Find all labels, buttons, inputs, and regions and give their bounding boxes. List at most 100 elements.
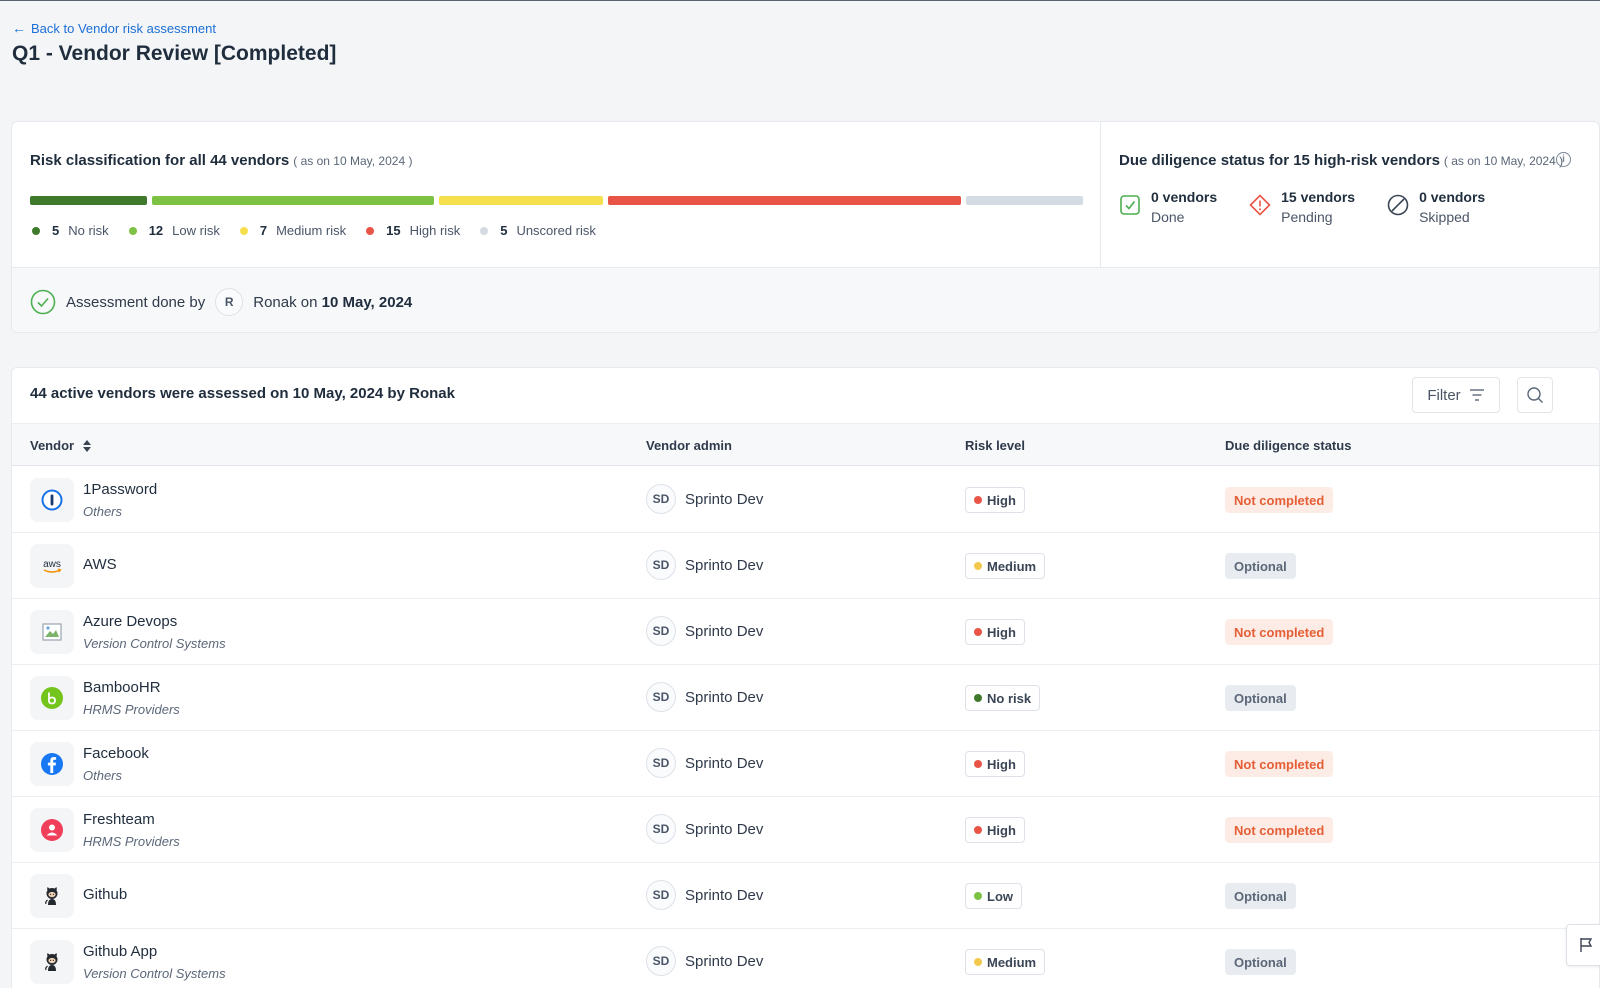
vendor-admin: SD Sprinto Dev	[646, 880, 763, 910]
risk-level-badge: High	[965, 487, 1025, 513]
vendor-name[interactable]: Github	[83, 886, 128, 903]
risk-level-label: High	[987, 822, 1016, 838]
dd-pending-label: Pending	[1281, 209, 1333, 225]
column-due-diligence: Due diligence status	[1225, 438, 1352, 453]
risk-dot-icon	[974, 892, 982, 900]
risk-dot-icon	[974, 562, 982, 570]
table-row[interactable]: BambooHR HRMS Providers SD Sprinto Dev No ri…	[12, 665, 1599, 731]
legend-count: 5	[500, 223, 508, 238]
github-logo-icon	[30, 940, 74, 984]
vendor-admin-name: Sprinto Dev	[685, 886, 764, 904]
vendor-admin-name: Sprinto Dev	[685, 820, 764, 838]
search-button[interactable]	[1517, 377, 1553, 413]
vendor-admin: SD Sprinto Dev	[646, 946, 763, 976]
vendor-name[interactable]: Azure Devops	[83, 613, 178, 630]
table-row[interactable]: Github SD Sprinto Dev Low Optional	[12, 863, 1599, 929]
avatar: SD	[646, 880, 676, 910]
legend-item-no: 5 No risk	[32, 223, 109, 238]
table-row[interactable]: aws AWS SD Sprinto Dev Medium Optional	[12, 533, 1599, 599]
vendor-name[interactable]: Facebook	[83, 745, 149, 762]
risk-level-label: No risk	[987, 690, 1032, 706]
vendor-name[interactable]: AWS	[83, 556, 117, 573]
dd-stat-pending: 15 vendors Pending	[1249, 187, 1355, 227]
risk-level-label: Low	[987, 888, 1013, 904]
flag-icon	[1580, 938, 1593, 952]
risk-level-label: Medium	[987, 558, 1037, 574]
filter-button[interactable]: Filter	[1412, 377, 1500, 413]
risk-dot-icon	[974, 958, 982, 966]
column-vendor-admin: Vendor admin	[646, 438, 732, 453]
legend-dot-icon	[366, 226, 375, 235]
vendor-admin: SD Sprinto Dev	[646, 748, 763, 778]
column-risk-level: Risk level	[965, 438, 1025, 453]
legend-label: Medium risk	[276, 223, 347, 238]
column-vendor-label: Vendor	[30, 438, 75, 453]
assessment-done-by: Assessment done by R Ronak on 10 May, 20…	[30, 288, 412, 316]
dd-skipped-count: 0 vendors	[1419, 189, 1486, 205]
vendor-admin: SD Sprinto Dev	[646, 682, 763, 712]
table-row[interactable]: 1Password Others SD Sprinto Dev High Not comp…	[12, 467, 1599, 533]
dd-stat-done: 0 vendors Done	[1119, 187, 1217, 227]
due-diligence-heading: Due diligence status for 15 high-risk ve…	[1119, 152, 1440, 169]
legend-item-unscored: 5 Unscored risk	[480, 223, 596, 238]
dd-stat-skipped: 0 vendors Skipped	[1387, 187, 1485, 227]
vendor-admin-name: Sprinto Dev	[685, 688, 764, 706]
vendor-name[interactable]: Github App	[83, 943, 158, 960]
vendor-rows: 1Password Others SD Sprinto Dev High Not comp…	[12, 467, 1599, 988]
dd-skipped-label: Skipped	[1419, 209, 1470, 225]
avatar: SD	[646, 616, 676, 646]
table-header: Vendor Vendor admin Risk level Due dilig…	[12, 423, 1599, 466]
risk-dot-icon	[974, 628, 982, 636]
risk-bar-segment-unscored	[965, 196, 1084, 205]
table-row[interactable]: Facebook Others SD Sprinto Dev High Not compl…	[12, 731, 1599, 797]
risk-level-label: High	[987, 492, 1016, 508]
feedback-flag-button[interactable]	[1566, 924, 1600, 966]
risk-dot-icon	[974, 496, 982, 504]
vendor-name[interactable]: BambooHR	[83, 679, 161, 696]
risk-level-badge: Low	[965, 883, 1022, 909]
vendor-category: Version Control Systems	[83, 636, 226, 651]
avatar: SD	[646, 946, 676, 976]
search-icon	[1527, 387, 1543, 403]
assessment-date: 10 May, 2024	[321, 293, 413, 311]
risk-level-badge: No risk	[965, 685, 1041, 711]
due-diligence-badge: Optional	[1225, 949, 1296, 975]
sort-icon[interactable]	[82, 439, 92, 453]
due-diligence-badge: Not completed	[1225, 817, 1334, 843]
risk-level-badge: High	[965, 817, 1025, 843]
onepassword-logo-icon	[30, 478, 74, 522]
risk-summary-card: Risk classification for all 44 vendors( …	[11, 121, 1600, 333]
vendor-name[interactable]: 1Password	[83, 481, 158, 498]
due-diligence-panel: Due diligence status for 15 high-risk ve…	[1101, 122, 1599, 267]
legend-label: Low risk	[172, 223, 220, 238]
legend-count: 7	[259, 223, 268, 238]
dd-done-label: Done	[1151, 209, 1185, 225]
broken-image-icon	[30, 610, 74, 654]
column-vendor[interactable]: Vendor	[30, 438, 92, 453]
filter-label: Filter	[1427, 386, 1461, 404]
vendor-admin: SD Sprinto Dev	[646, 814, 763, 844]
risk-bar-segment-low	[152, 196, 435, 205]
avatar: SD	[646, 550, 676, 580]
risk-classification-heading: Risk classification for all 44 vendors	[30, 152, 290, 169]
arrow-left-icon: ←	[12, 20, 26, 36]
table-row[interactable]: Azure Devops Version Control Systems SD Spr…	[12, 599, 1599, 665]
dd-pending-count: 15 vendors	[1281, 189, 1356, 205]
legend-dot-icon	[480, 226, 489, 235]
vendor-category: Version Control Systems	[83, 966, 226, 981]
vendor-category: Others	[83, 768, 123, 783]
info-icon[interactable]: i	[1556, 152, 1571, 167]
back-to-vendor-risk-link[interactable]: ← Back to Vendor risk assessment	[12, 20, 216, 36]
vendor-name[interactable]: Freshteam	[83, 811, 155, 828]
table-row[interactable]: Github App Version Control Systems SD Sprin…	[12, 929, 1599, 988]
due-diligence-badge: Optional	[1225, 553, 1296, 579]
legend-count: 15	[386, 223, 401, 238]
vendors-table-card: 44 active vendors were assessed on 10 Ma…	[11, 367, 1600, 988]
vendor-admin-name: Sprinto Dev	[685, 952, 764, 970]
table-title: 44 active vendors were assessed on 10 Ma…	[30, 385, 455, 402]
page-title: Q1 - Vendor Review [Completed]	[12, 42, 337, 65]
table-row[interactable]: Freshteam HRMS Providers SD Sprinto Dev High…	[12, 797, 1599, 863]
risk-legend: 5 No risk 12 Low risk 7 Medium risk 15 High ris…	[32, 223, 596, 238]
risk-bar-segment-no	[30, 196, 148, 205]
legend-dot-icon	[32, 226, 40, 235]
